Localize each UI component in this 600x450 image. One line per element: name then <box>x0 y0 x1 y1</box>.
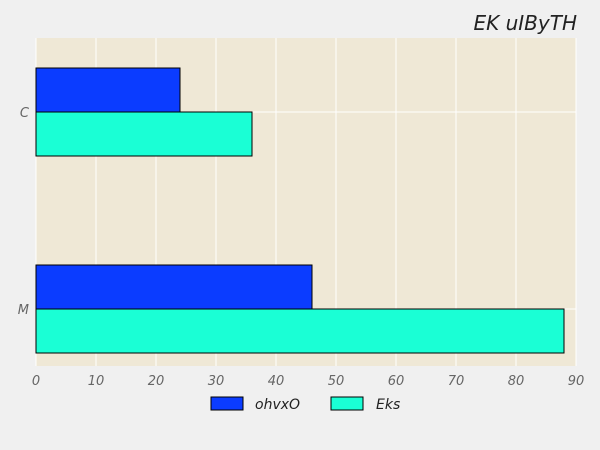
x-tick-label: 0 <box>32 374 40 389</box>
y-axis-ticks: CM <box>18 106 30 318</box>
x-tick-label: 30 <box>208 374 225 389</box>
bar-Eks-M <box>35 308 565 354</box>
y-tick-label: M <box>18 303 29 318</box>
legend-label-Eks: Eks <box>376 397 400 413</box>
x-tick-label: 60 <box>388 374 405 389</box>
x-tick-label: 40 <box>268 374 285 389</box>
x-tick-label: 20 <box>148 374 165 389</box>
legend-swatch-ohvxO <box>210 396 244 411</box>
x-axis-ticks: 0 10 20 30 40 50 60 70 80 90 <box>32 374 584 389</box>
bars <box>35 67 565 354</box>
legend-swatch-Eks <box>330 396 364 411</box>
chart-title: EK uIByTH <box>474 11 578 35</box>
x-tick-label: 80 <box>508 374 525 389</box>
x-tick-label: 70 <box>448 374 465 389</box>
x-tick-label: 50 <box>328 374 345 389</box>
x-tick-label: 10 <box>88 374 105 389</box>
legend-label-ohvxO: ohvxO <box>255 397 300 413</box>
bar-Eks-C <box>35 111 253 157</box>
x-tick-label: 90 <box>568 374 585 389</box>
bar-ohvxO-M <box>35 264 313 310</box>
bar-ohvxO-C <box>35 67 181 113</box>
y-tick-label: C <box>20 106 30 121</box>
legend: ohvxO Eks <box>210 396 400 413</box>
